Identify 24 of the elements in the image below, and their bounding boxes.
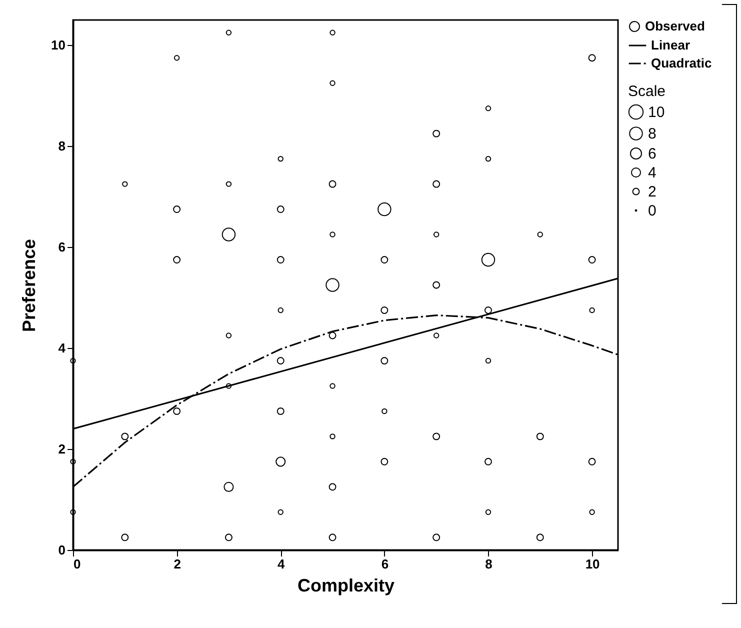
- x-tick-label: 6: [381, 556, 389, 572]
- x-axis-title: Complexity: [297, 576, 395, 596]
- legend-label: Observed: [645, 18, 706, 34]
- legend-label: Linear: [651, 38, 690, 52]
- legend-label: 4: [648, 164, 656, 182]
- x-tick-label: 4: [278, 556, 286, 572]
- x-tick-label: 8: [485, 556, 492, 572]
- y-axis-title: Preference: [19, 238, 40, 332]
- x-tick-label: 0: [74, 556, 81, 572]
- legend-label: 6: [648, 146, 656, 162]
- legend-label: 0: [648, 202, 656, 220]
- legend-title: Scale: [628, 83, 666, 100]
- y-tick-label: 10: [51, 38, 66, 53]
- legend-label: Quadratic: [651, 56, 712, 70]
- y-tick-label: 4: [58, 340, 66, 356]
- legend-label: 10: [648, 104, 665, 121]
- y-tick-label: 0: [58, 542, 66, 558]
- legend-label: 8: [648, 126, 656, 142]
- y-tick-label: 2: [58, 442, 66, 457]
- y-tick-label: 8: [58, 138, 66, 154]
- legend-label: 2: [648, 184, 656, 200]
- y-tick-label: 6: [58, 240, 66, 255]
- x-tick-label: 10: [585, 556, 600, 572]
- x-tick-label: 2: [174, 556, 181, 572]
